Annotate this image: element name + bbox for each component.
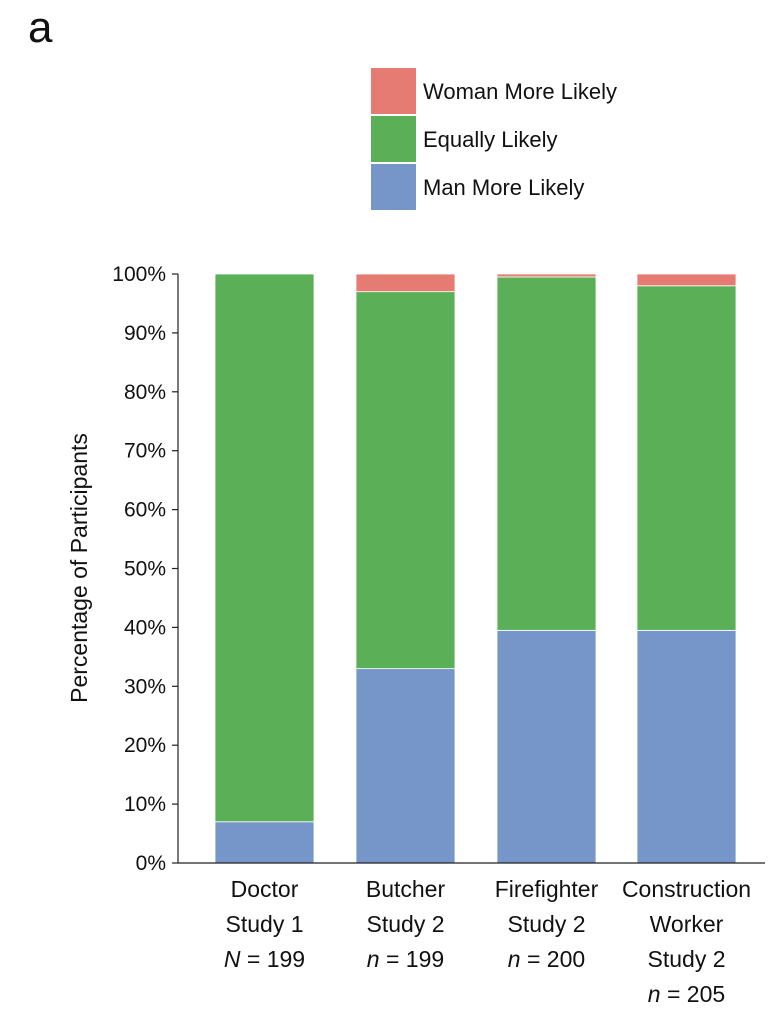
x-category-label: Doctor	[231, 876, 299, 902]
x-category-label: n = 205	[648, 981, 725, 1007]
x-axis: Doctor Study 1 N = 199 Butcher Study 2 n = 19…	[178, 862, 765, 1007]
y-tick-label: 30%	[124, 675, 166, 698]
x-category-label: Study 1	[226, 911, 304, 937]
y-tick-label: 70%	[124, 440, 166, 463]
bar-segment-man-more-likely	[355, 668, 456, 864]
y-axis-label: Percentage of Participants	[66, 433, 92, 703]
y-tick-label: 100%	[112, 263, 166, 286]
y-tick-label: 60%	[124, 499, 166, 522]
bar-segment-man-more-likely	[636, 629, 737, 864]
legend-swatch	[371, 68, 416, 114]
panel-label: a	[28, 3, 53, 52]
bar-segment-equally-likely	[496, 276, 597, 631]
y-tick-label: 20%	[124, 734, 166, 757]
y-tick-label: 90%	[124, 322, 166, 345]
x-category-label: N = 199	[224, 946, 305, 972]
legend: Woman More Likely Equally Likely Man More …	[371, 68, 617, 210]
y-tick-label: 50%	[124, 558, 166, 581]
legend-label: Woman More Likely	[423, 79, 617, 104]
x-category-label: Firefighter	[495, 876, 599, 902]
y-tick-label: 40%	[124, 616, 166, 639]
y-tick-label: 10%	[124, 793, 166, 816]
bars	[214, 273, 737, 864]
legend-label: Equally Likely	[423, 127, 558, 152]
y-tick-label: 0%	[136, 852, 166, 875]
x-category-label: Study 2	[648, 946, 726, 972]
legend-swatch	[371, 116, 416, 162]
bar-segment-equally-likely	[214, 273, 315, 823]
legend-swatch	[371, 164, 416, 210]
x-category-label: Butcher	[366, 876, 446, 902]
x-category-label: Construction	[622, 876, 751, 902]
y-axis: 0% 10% 20% 30% 40% 50% 60% 70% 80% 90% 100%	[112, 263, 179, 875]
bar-segment-equally-likely	[355, 291, 456, 670]
x-category-label: n = 200	[508, 946, 585, 972]
x-category-label: Study 2	[508, 911, 586, 937]
x-category-label: Study 2	[367, 911, 445, 937]
x-category-label: Worker	[650, 911, 724, 937]
x-category-label: n = 199	[367, 946, 444, 972]
bar-segment-woman-more-likely	[636, 273, 737, 287]
y-tick-label: 80%	[124, 381, 166, 404]
bar-segment-woman-more-likely	[355, 273, 456, 293]
legend-label: Man More Likely	[423, 175, 584, 200]
bar-segment-man-more-likely	[496, 629, 597, 864]
bar-segment-equally-likely	[636, 285, 737, 631]
bar-segment-woman-more-likely	[496, 273, 597, 278]
bar-segment-man-more-likely	[214, 821, 315, 864]
